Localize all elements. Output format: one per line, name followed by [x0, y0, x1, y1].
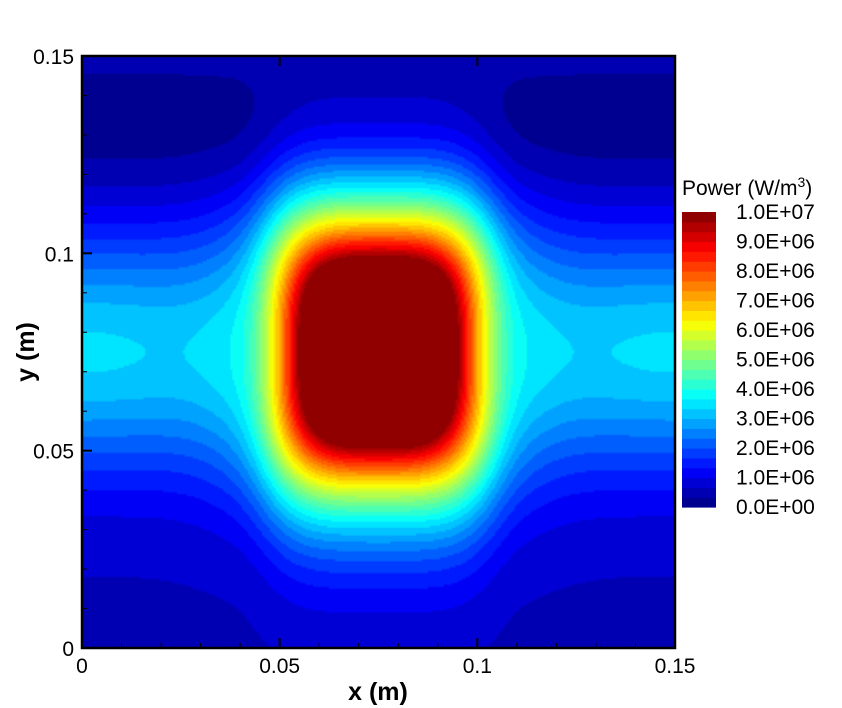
colorbar-label: 4.0E+06 [736, 378, 815, 401]
colorbar-band [682, 280, 716, 292]
y-tick-label: 0.1 [45, 243, 74, 266]
colorbar-band [682, 349, 716, 361]
colorbar-band [682, 457, 716, 469]
colorbar-band [682, 398, 716, 410]
colorbar-band [682, 379, 716, 390]
colorbar-band [682, 251, 716, 262]
colorbar-title-text: Power (W/m [682, 177, 798, 200]
colorbar-label: 6.0E+06 [736, 319, 815, 342]
colorbar-label: 3.0E+06 [736, 408, 815, 431]
colorbar-label: 8.0E+06 [736, 260, 815, 283]
y-tick-label: 0 [62, 638, 74, 661]
y-tick-label: 0.05 [33, 441, 74, 464]
colorbar-band [682, 359, 716, 370]
colorbar-band [682, 231, 716, 243]
colorbar-label: 9.0E+06 [736, 231, 815, 254]
colorbar-band [682, 487, 716, 498]
colorbar-band [682, 418, 716, 429]
colorbar-label: 1.0E+06 [736, 467, 815, 490]
x-tick-label: 0 [76, 655, 88, 678]
colorbar-band [682, 467, 716, 479]
colorbar-title: Power (W/m3) [682, 174, 812, 200]
colorbar-band [682, 339, 716, 351]
colorbar-bands [682, 212, 716, 508]
colorbar-band [682, 241, 716, 252]
colorbar-label: 7.0E+06 [736, 290, 815, 313]
colorbar-band [682, 221, 716, 233]
colorbar-band [682, 408, 716, 420]
colorbar-title-superscript: 3 [798, 174, 806, 190]
colorbar-band [682, 290, 716, 302]
colorbar-band [682, 320, 716, 331]
colorbar-band [682, 369, 716, 380]
colorbar-band [682, 477, 716, 488]
colorbar-label: 2.0E+06 [736, 437, 815, 460]
colorbar-labels: 1.0E+07 9.0E+06 8.0E+06 7.0E+06 6.0E+06 5.0E+… [736, 201, 815, 519]
y-tick-label: 0.15 [33, 46, 74, 69]
contour-plot-area [82, 56, 675, 648]
colorbar-band [682, 310, 716, 321]
colorbar-label: 0.0E+00 [736, 496, 815, 519]
colorbar: Power (W/m3) 1.0E+07 9.0E+06 8.0E+06 7.0E+0… [682, 174, 815, 519]
y-axis-ticks: 0 0.05 0.1 0.15 [33, 46, 92, 661]
colorbar-band [682, 261, 716, 272]
colorbar-label: 1.0E+07 [736, 201, 815, 224]
colorbar-label: 5.0E+06 [736, 349, 815, 372]
colorbar-band [682, 330, 716, 341]
x-tick-label: 0.1 [463, 655, 492, 678]
colorbar-band [682, 212, 716, 223]
colorbar-band [682, 497, 716, 508]
colorbar-band [682, 300, 716, 311]
x-tick-label: 0.05 [259, 655, 300, 678]
colorbar-title-end: ) [805, 177, 812, 200]
colorbar-band [682, 448, 716, 459]
power-density-field [82, 56, 675, 648]
colorbar-band [682, 271, 716, 282]
x-tick-label: 0.15 [655, 655, 696, 678]
colorbar-band [682, 438, 716, 449]
x-axis-title: x (m) [348, 678, 408, 706]
colorbar-band [682, 389, 716, 400]
y-axis-title: y (m) [12, 322, 40, 382]
colorbar-band [682, 428, 716, 439]
x-axis-ticks: 0 0.05 0.1 0.15 [76, 56, 695, 678]
plot-frame [80, 54, 677, 650]
